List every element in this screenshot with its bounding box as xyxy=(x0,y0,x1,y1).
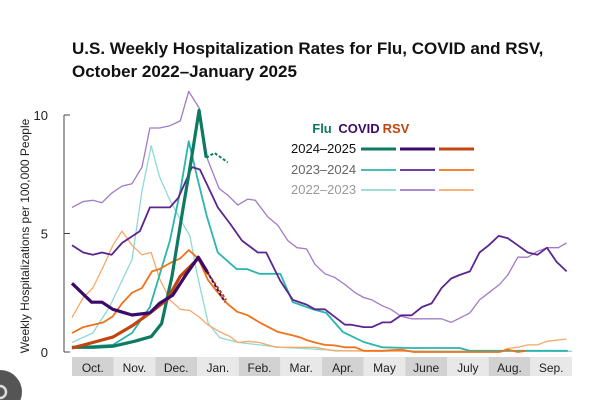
month-band xyxy=(488,357,531,376)
x-tick-label: Oct. xyxy=(82,361,104,375)
series-line-covid-0 xyxy=(70,255,209,317)
month-band xyxy=(113,357,156,376)
x-tick-label: May xyxy=(373,361,396,375)
month-band xyxy=(322,357,364,376)
x-tick-label: Jan. xyxy=(206,361,229,375)
chart-title: U.S. Weekly Hospitalization Rates for Fl… xyxy=(72,37,572,83)
series-line-flu-0 xyxy=(72,108,208,349)
month-band xyxy=(405,357,447,376)
month-band xyxy=(72,357,114,376)
y-axis: 0 5 10 xyxy=(34,108,70,360)
chart-title-text: U.S. Weekly Hospitalization Rates for Fl… xyxy=(72,39,544,81)
series-line-flu-1 xyxy=(71,140,568,352)
series-line-covid-1 xyxy=(71,166,568,329)
legend-header-flu: Flu xyxy=(312,121,332,136)
x-tick-label: Apr. xyxy=(332,361,353,375)
month-band xyxy=(238,357,281,376)
month-band xyxy=(280,357,322,376)
y-axis-label: Weekly Hospitalizations per 100,000 Peop… xyxy=(18,118,32,353)
x-tick-label: Dec. xyxy=(164,361,189,375)
x-tick-label: Mar. xyxy=(289,361,312,375)
lens-icon[interactable] xyxy=(0,370,22,400)
y-tick-label: 5 xyxy=(41,227,48,242)
series-line-covid-2 xyxy=(71,90,567,324)
month-band xyxy=(197,357,239,376)
series-line-rsv-1 xyxy=(71,249,527,353)
legend-row-label: 2024–2025 xyxy=(291,141,356,156)
legend-row-label: 2022–2023 xyxy=(291,182,356,197)
month-band xyxy=(155,357,197,376)
legend-header-covid: COVID xyxy=(338,121,379,136)
y-tick-label: 0 xyxy=(41,345,48,360)
y-tick-label: 10 xyxy=(34,108,48,123)
series-line-rsv-2 xyxy=(71,230,567,353)
month-band xyxy=(363,357,406,376)
x-tick-label: Nov. xyxy=(123,361,147,375)
x-tick-label: June xyxy=(413,361,439,375)
x-tick-label: Feb. xyxy=(247,361,271,375)
series-lines xyxy=(70,90,573,353)
legend-row-label: 2023–2024 xyxy=(291,162,356,177)
projected-line-covid xyxy=(206,270,226,303)
legend-header-rsv: RSV xyxy=(383,121,410,136)
month-band xyxy=(530,357,572,376)
month-bands: Oct. Nov. Dec. Jan. Feb. Mar. Apr. May June July A… xyxy=(72,357,572,376)
projected-line-flu xyxy=(205,151,229,164)
month-band xyxy=(447,357,489,376)
x-tick-label: Aug. xyxy=(497,361,522,375)
x-tick-label: Sep. xyxy=(539,361,564,375)
legend: Flu COVID RSV 2024–2025 2023–2024 2022–2023 xyxy=(291,121,474,197)
x-tick-label: July xyxy=(457,361,478,375)
